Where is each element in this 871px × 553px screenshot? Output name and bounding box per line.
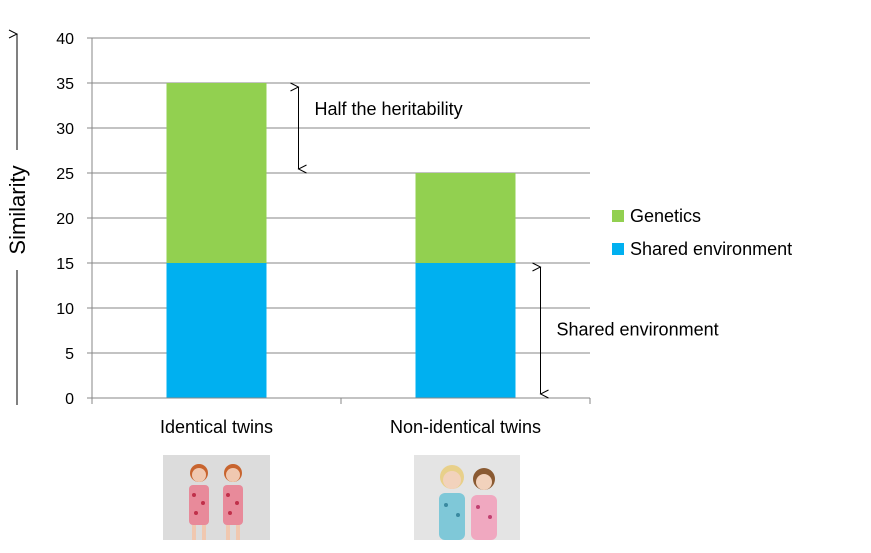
- identical-twins-photo: [163, 455, 270, 540]
- legend-label: Genetics: [630, 206, 701, 226]
- bar-segment: [415, 173, 516, 263]
- y-axis-label: Similarity: [5, 165, 30, 254]
- y-tick-label: 25: [56, 166, 74, 183]
- bar-segment: [166, 83, 267, 263]
- annotation-label: Half the heritability: [315, 99, 463, 119]
- legend-swatch: [612, 243, 624, 255]
- annotations: Half the heritability Shared environment: [299, 87, 719, 394]
- y-axis-label-group: Similarity: [5, 34, 30, 405]
- legend: Genetics Shared environment: [612, 206, 792, 259]
- y-tick-label: 20: [56, 211, 74, 228]
- twin-figure: [189, 464, 209, 540]
- twin-figure: [223, 464, 243, 540]
- annotation-label: Shared environment: [557, 320, 719, 340]
- x-axis: Identical twins Non-identical twins: [91, 397, 591, 437]
- y-tick-label: 30: [56, 121, 74, 138]
- x-category-label: Identical twins: [160, 417, 273, 437]
- y-tick-label: 0: [65, 391, 74, 408]
- y-tick-label: 15: [56, 256, 74, 273]
- y-tick-label: 10: [56, 301, 74, 318]
- y-axis-ticks: 0 5 10 15 20 25 30 35 40: [56, 31, 93, 408]
- y-tick-label: 5: [65, 346, 74, 363]
- twin-figure: [471, 468, 497, 540]
- bars: [166, 83, 516, 398]
- twin-figure: [439, 465, 465, 540]
- non-identical-twins-photo: [414, 455, 520, 540]
- legend-swatch: [612, 210, 624, 222]
- x-category-label: Non-identical twins: [390, 417, 541, 437]
- legend-label: Shared environment: [630, 239, 792, 259]
- bar-segment: [166, 263, 267, 398]
- bar-segment: [415, 263, 516, 398]
- y-tick-label: 40: [56, 31, 74, 48]
- y-tick-label: 35: [56, 76, 74, 93]
